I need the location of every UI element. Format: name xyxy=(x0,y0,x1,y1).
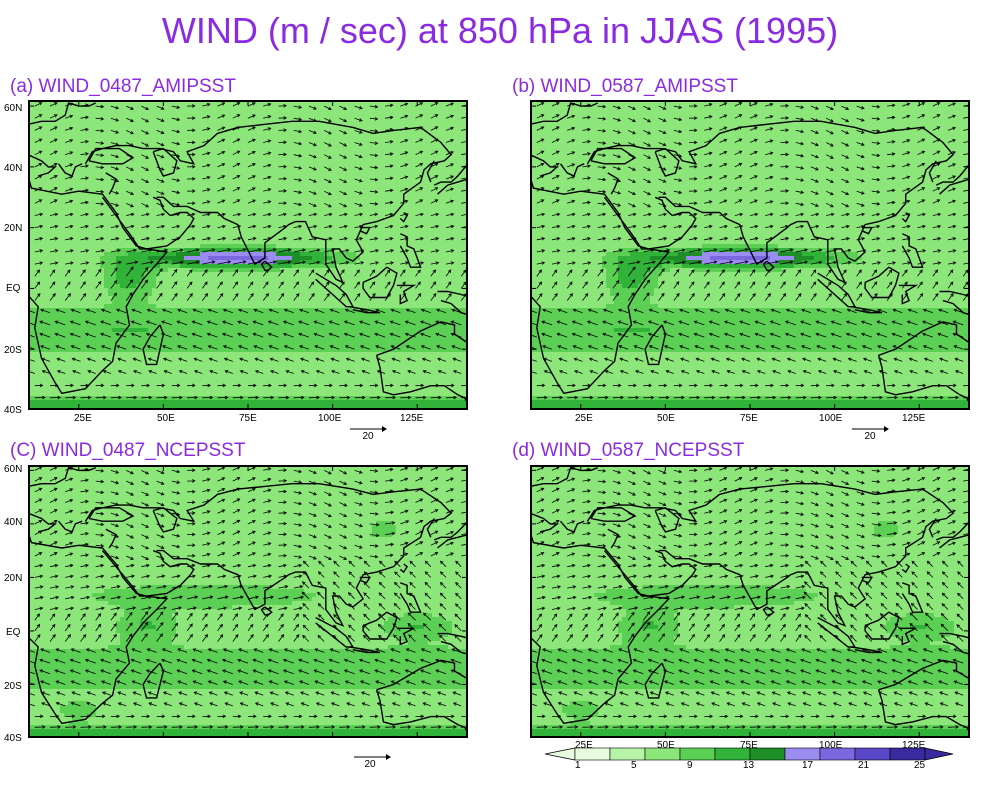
panel-c-ref-label: 20 xyxy=(350,759,390,770)
panel-b-ref-label: 20 xyxy=(850,431,890,442)
panel-d-lon-75e: 75E xyxy=(740,740,758,751)
panel-b-lon-25e: 25E xyxy=(575,413,593,424)
panel-d-map xyxy=(530,465,970,738)
panel-c-lat-40n: 40N xyxy=(4,517,22,528)
panel-b-lon-75e: 75E xyxy=(740,413,758,424)
panel-b-lon-50e: 50E xyxy=(657,413,675,424)
panel-a-lon-125e: 125E xyxy=(400,413,423,424)
panel-a-lon-50e: 50E xyxy=(157,413,175,424)
panel-d-lon-50e: 50E xyxy=(657,740,675,751)
panel-a-title: (a) WIND_0487_AMIPSST xyxy=(10,76,236,98)
colorbar-label-25: 25 xyxy=(914,760,925,771)
colorbar-label-21: 21 xyxy=(858,760,869,771)
panel-b-map xyxy=(530,100,970,410)
panel-c-map xyxy=(28,465,468,738)
colorbar-label-9: 9 xyxy=(687,760,693,771)
panel-a-lon-75e: 75E xyxy=(239,413,257,424)
panel-b-lon-100e: 100E xyxy=(819,413,842,424)
panel-c-ref-arrow xyxy=(354,754,391,760)
panel-a-lat-20n: 20N xyxy=(4,223,22,234)
panel-a-lat-eq: EQ xyxy=(6,283,20,294)
colorbar-label-17: 17 xyxy=(802,760,813,771)
panel-c-lat-20s: 20S xyxy=(4,681,22,692)
panel-a-lat-40n: 40N xyxy=(4,163,22,174)
panel-c-title: (C) WIND_0487_NCEPSST xyxy=(10,440,245,462)
panel-a-lon-100e: 100E xyxy=(318,413,341,424)
panel-a-lat-20s: 20S xyxy=(4,345,22,356)
panel-c-lat-40s: 40S xyxy=(4,733,22,744)
panel-a-lon-25e: 25E xyxy=(74,413,92,424)
panel-b-title: (b) WIND_0587_AMIPSST xyxy=(512,76,738,98)
figure-title: WIND (m / sec) at 850 hPa in JJAS (1995) xyxy=(0,10,1000,52)
colorbar-label-13: 13 xyxy=(743,760,754,771)
panel-a-map xyxy=(28,100,468,410)
colorbar-label-1: 1 xyxy=(575,760,581,771)
panel-a-lat-40s: 40S xyxy=(4,405,22,416)
panel-c-lat-20n: 20N xyxy=(4,573,22,584)
panel-b-lon-125e: 125E xyxy=(902,413,925,424)
panel-c-lat-eq: EQ xyxy=(6,627,20,638)
colorbar-label-5: 5 xyxy=(631,760,637,771)
panel-d-title: (d) WIND_0587_NCEPSST xyxy=(512,440,744,462)
panel-d-lon-125e: 125E xyxy=(902,740,925,751)
panel-b-ref-arrow xyxy=(852,426,889,432)
panel-a-lat-60n: 60N xyxy=(4,103,22,114)
panel-d-lon-100e: 100E xyxy=(819,740,842,751)
panel-a-ref-arrow xyxy=(350,426,387,432)
colorbar xyxy=(545,747,954,761)
panel-a-ref-label: 20 xyxy=(348,431,388,442)
panel-c-lat-60n: 60N xyxy=(4,464,22,475)
panel-d-lon-25e: 25E xyxy=(575,740,593,751)
